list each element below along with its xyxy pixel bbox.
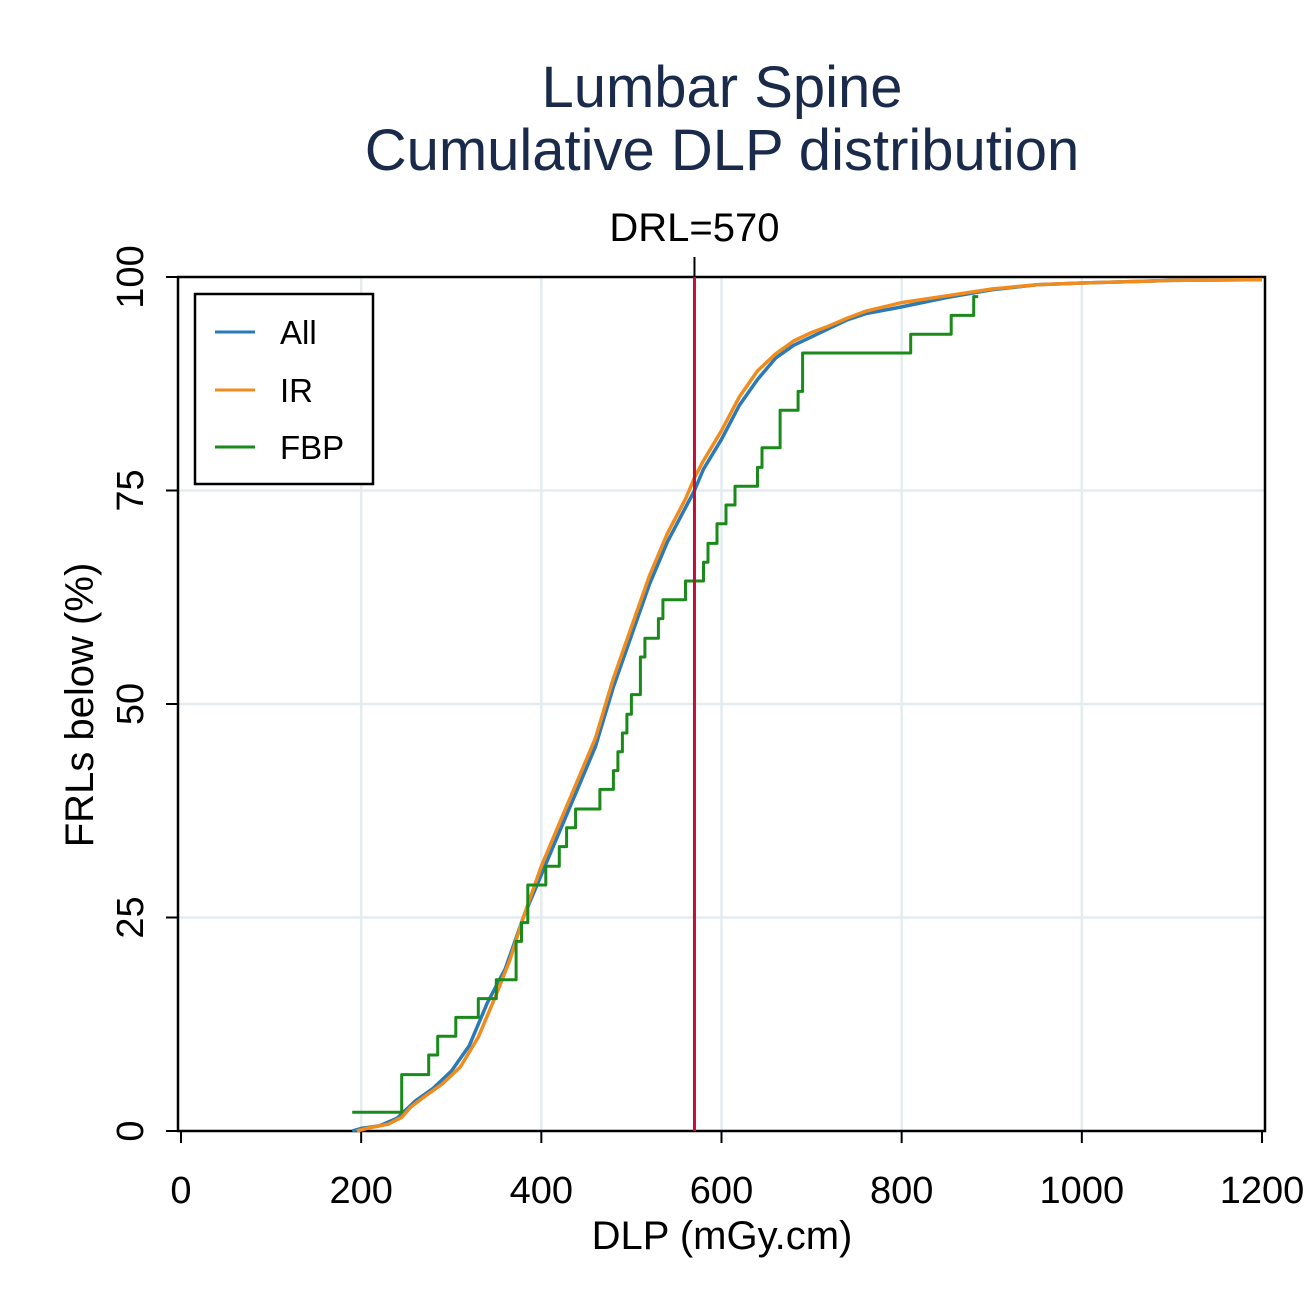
gridlines — [178, 277, 1265, 1131]
legend-label-ir: IR — [280, 372, 313, 409]
legend: All IR FBP — [193, 292, 375, 486]
x-axis-label: DLP (mGy.cm) — [592, 1214, 853, 1258]
legend-label-all: All — [280, 314, 317, 351]
x-tick-label-1200: 1200 — [1220, 1170, 1305, 1212]
x-tick-label-800: 800 — [870, 1170, 933, 1212]
y-tick-label-25: 25 — [110, 896, 152, 938]
y-tick-label-50: 50 — [110, 683, 152, 725]
y-tick-label-0: 0 — [110, 1120, 152, 1141]
y-axis-label: FRLs below (%) — [58, 563, 102, 848]
x-tick-label-200: 200 — [329, 1170, 392, 1212]
y-axis: 0 25 50 75 100 — [110, 245, 178, 1142]
y-tick-label-75: 75 — [110, 469, 152, 511]
x-tick-label-600: 600 — [690, 1170, 753, 1212]
x-tick-label-1000: 1000 — [1040, 1170, 1125, 1212]
drl-label: DRL=570 — [609, 206, 779, 250]
series-line-all — [351, 277, 1263, 1133]
legend-label-fbp: FBP — [280, 429, 344, 466]
series-line-fbp — [352, 295, 979, 1114]
y-tick-label-100: 100 — [110, 245, 152, 308]
x-axis: 0 200 400 600 800 1000 1200 — [170, 1131, 1304, 1212]
chart-title-line2: Cumulative DLP distribution — [365, 118, 1080, 183]
chart-title-line1: Lumbar Spine — [541, 55, 902, 120]
series-line-ir — [356, 277, 1263, 1133]
x-tick-label-400: 400 — [510, 1170, 573, 1212]
series-layer — [351, 277, 1263, 1133]
x-tick-label-0: 0 — [170, 1170, 191, 1212]
